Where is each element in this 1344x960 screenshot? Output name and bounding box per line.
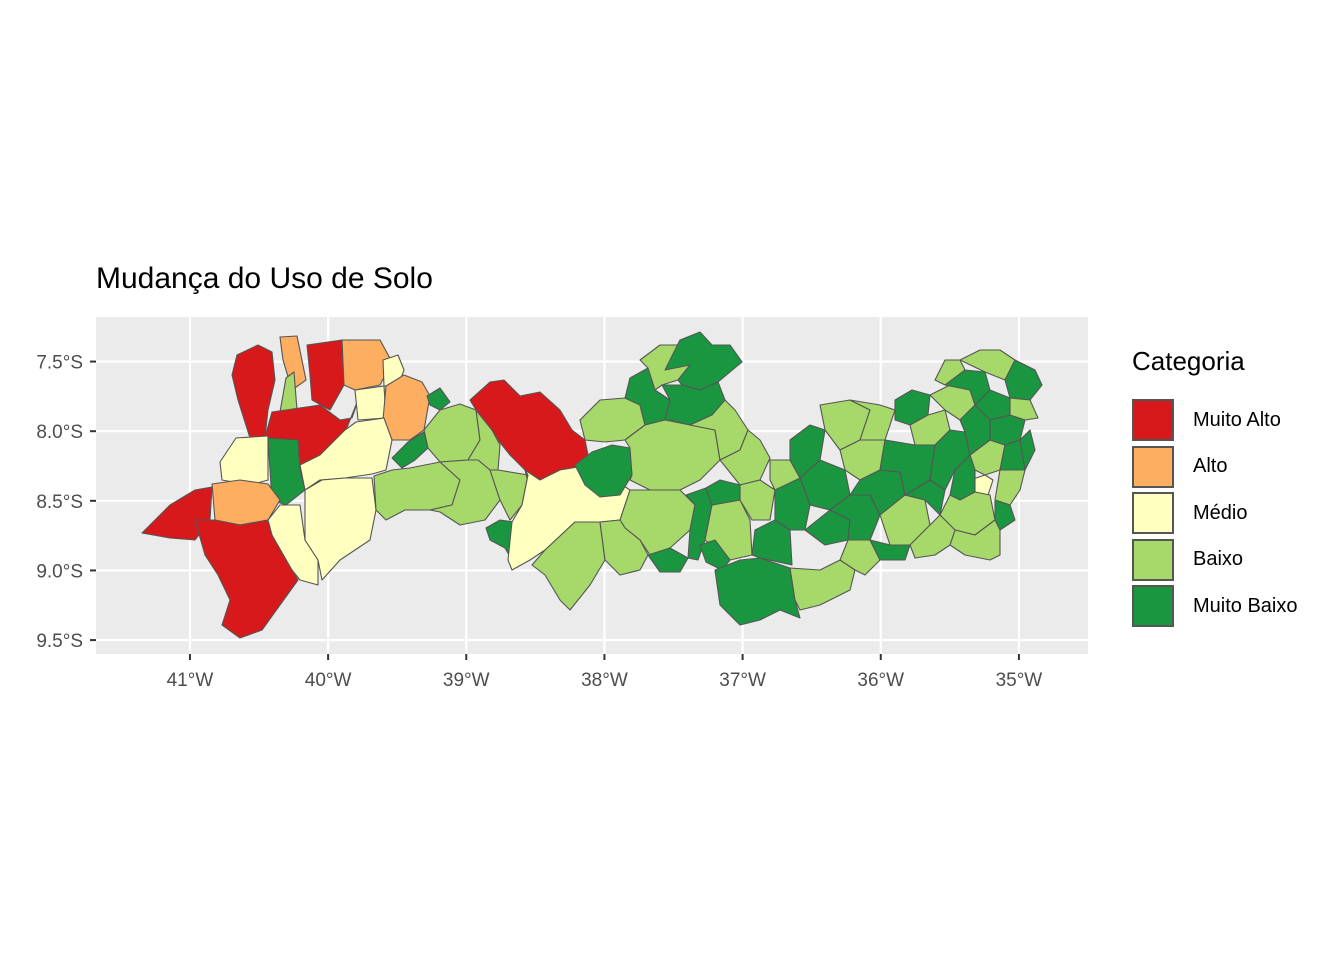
x-tick-label: 39°W: [443, 670, 490, 691]
legend-label-muito-baixo: Muito Baixo: [1193, 594, 1298, 617]
municipality-region: [994, 499, 1016, 531]
municipality-region: [647, 547, 689, 573]
x-axis: 41°W 40°W 39°W 38°W 37°W 36°W 35°W: [167, 654, 1043, 691]
municipality-region: [299, 417, 393, 491]
legend-swatch-muito-baixo: [1132, 585, 1174, 628]
legend-title: Categoria: [1132, 346, 1245, 376]
x-tick-label: 41°W: [167, 670, 214, 691]
municipality-region: [279, 335, 307, 391]
legend-swatch-alto: [1132, 445, 1174, 488]
municipality-region: [624, 419, 721, 491]
x-tick-label: 35°W: [996, 670, 1043, 691]
legend-label-muito-alto: Muito Alto: [1193, 408, 1281, 431]
municipality-region: [699, 539, 731, 571]
municipality-region: [949, 519, 1001, 561]
municipality-region: [267, 437, 306, 506]
municipality-region: [714, 557, 801, 626]
municipality-region: [141, 486, 213, 541]
municipality-region: [382, 374, 431, 441]
legend-item-alto: Alto: [1132, 444, 1298, 491]
map-title: Mudança do Uso de Solo: [96, 262, 433, 295]
municipality-region: [664, 331, 743, 391]
municipality-region: [934, 359, 966, 386]
municipality-region: [354, 385, 387, 421]
municipality-region: [231, 344, 276, 439]
y-axis: 7.5°S 8.0°S 8.5°S 9.0°S 9.5°S: [36, 353, 96, 652]
legend-label-baixo: Baixo: [1193, 548, 1244, 571]
municipality-region: [789, 559, 856, 611]
municipality-region: [959, 404, 991, 456]
municipality-region: [304, 477, 377, 581]
legend: Categoria Muito Alto Alto Médio Baixo Mu…: [1132, 346, 1298, 630]
legend-label-medio: Médio: [1193, 501, 1248, 524]
legend-swatch-baixo: [1132, 538, 1174, 581]
x-tick-label: 37°W: [719, 670, 766, 691]
legend-item-baixo: Baixo: [1132, 537, 1298, 584]
x-tick-label: 36°W: [857, 670, 904, 691]
municipality-regions: [141, 331, 1043, 639]
y-tick-label: 9.5°S: [36, 631, 83, 652]
legend-label-alto: Alto: [1193, 455, 1228, 478]
legend-item-muito-baixo: Muito Baixo: [1132, 583, 1298, 630]
municipality-region: [705, 479, 741, 506]
municipality-region: [341, 339, 393, 391]
municipality-region: [267, 504, 319, 586]
municipality-region: [879, 439, 936, 496]
municipality-region: [909, 514, 956, 559]
municipality-region: [599, 519, 649, 576]
legend-swatch-medio: [1132, 492, 1174, 535]
legend-item-medio: Médio: [1132, 490, 1298, 537]
municipality-region: [531, 521, 606, 611]
municipality-region: [999, 439, 1026, 471]
municipality-region: [426, 387, 451, 411]
municipality-region: [1009, 397, 1039, 421]
y-tick-label: 8.0°S: [36, 422, 83, 443]
y-tick-label: 9.0°S: [36, 561, 83, 582]
municipality-region: [194, 519, 299, 639]
y-tick-label: 8.5°S: [36, 492, 83, 513]
x-tick-label: 38°W: [581, 670, 628, 691]
legend-swatch-muito-alto: [1132, 399, 1174, 442]
municipality-region: [869, 539, 911, 561]
x-tick-label: 40°W: [305, 670, 352, 691]
y-tick-label: 7.5°S: [36, 353, 83, 374]
legend-item-muito-alto: Muito Alto: [1132, 397, 1298, 444]
municipality-region: [429, 459, 501, 526]
